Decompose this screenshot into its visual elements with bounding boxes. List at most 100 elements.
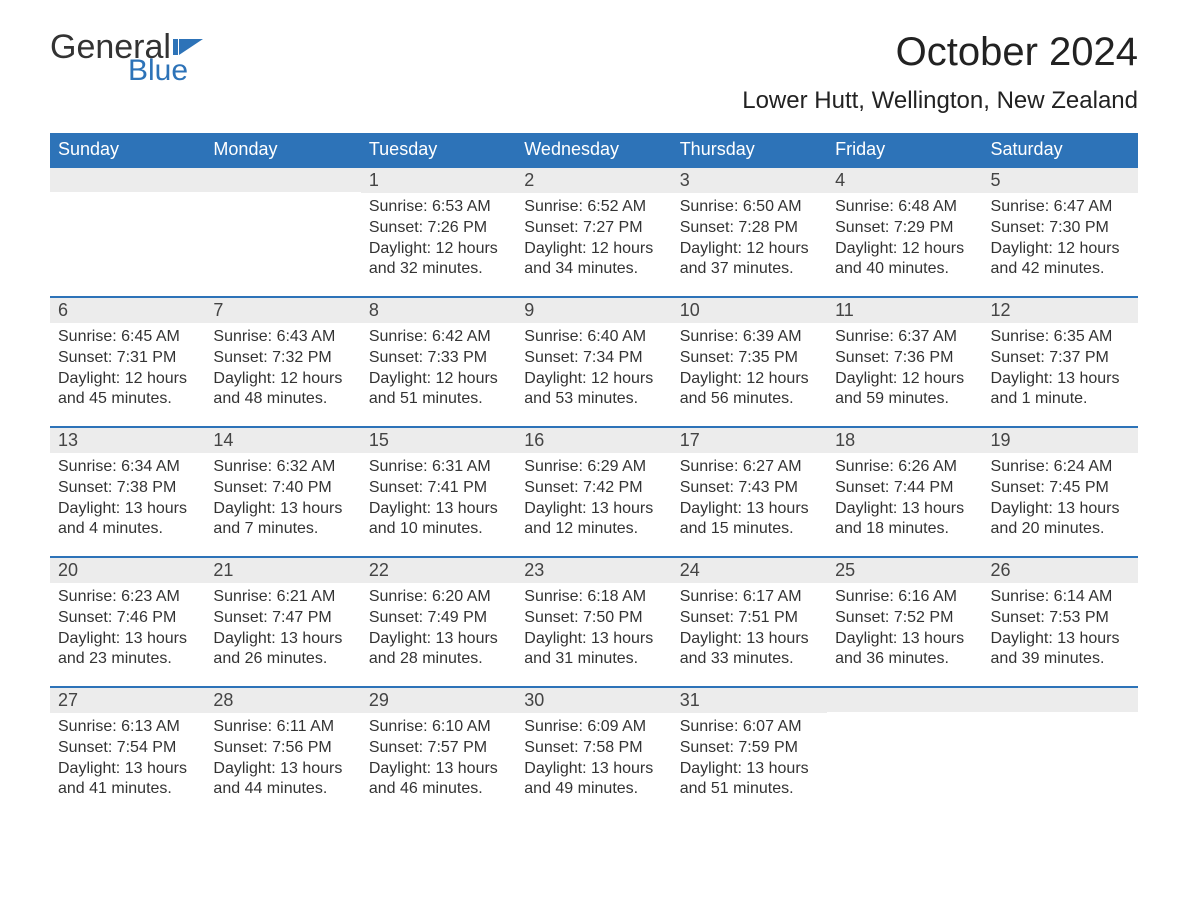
day-dl2: and 23 minutes.: [58, 649, 197, 670]
day-dl1: Daylight: 12 hours: [524, 369, 663, 390]
day-dl1: Daylight: 13 hours: [680, 759, 819, 780]
day-body: Sunrise: 6:14 AMSunset: 7:53 PMDaylight:…: [983, 583, 1138, 678]
day-dl2: and 12 minutes.: [524, 519, 663, 540]
day-sunset: Sunset: 7:43 PM: [680, 478, 819, 499]
day-body: Sunrise: 6:23 AMSunset: 7:46 PMDaylight:…: [50, 583, 205, 678]
day-header: Sunday: [50, 133, 205, 166]
day-dl1: Daylight: 12 hours: [680, 239, 819, 260]
calendar-week: 20Sunrise: 6:23 AMSunset: 7:46 PMDayligh…: [50, 556, 1138, 686]
day-sunrise: Sunrise: 6:07 AM: [680, 717, 819, 738]
calendar-cell: 23Sunrise: 6:18 AMSunset: 7:50 PMDayligh…: [516, 556, 671, 686]
calendar-cell: 27Sunrise: 6:13 AMSunset: 7:54 PMDayligh…: [50, 686, 205, 816]
day-dl1: Daylight: 13 hours: [835, 499, 974, 520]
day-number: 13: [50, 426, 205, 453]
day-sunset: Sunset: 7:30 PM: [991, 218, 1130, 239]
day-sunset: Sunset: 7:31 PM: [58, 348, 197, 369]
day-dl2: and 46 minutes.: [369, 779, 508, 800]
day-body: Sunrise: 6:18 AMSunset: 7:50 PMDaylight:…: [516, 583, 671, 678]
day-number: 2: [516, 166, 671, 193]
day-number: 21: [205, 556, 360, 583]
day-dl1: Daylight: 13 hours: [991, 369, 1130, 390]
day-sunrise: Sunrise: 6:40 AM: [524, 327, 663, 348]
day-sunrise: Sunrise: 6:29 AM: [524, 457, 663, 478]
day-body: Sunrise: 6:16 AMSunset: 7:52 PMDaylight:…: [827, 583, 982, 678]
day-body: Sunrise: 6:32 AMSunset: 7:40 PMDaylight:…: [205, 453, 360, 548]
day-dl2: and 36 minutes.: [835, 649, 974, 670]
day-sunrise: Sunrise: 6:17 AM: [680, 587, 819, 608]
day-dl2: and 39 minutes.: [991, 649, 1130, 670]
day-dl2: and 40 minutes.: [835, 259, 974, 280]
day-sunset: Sunset: 7:53 PM: [991, 608, 1130, 629]
day-sunset: Sunset: 7:56 PM: [213, 738, 352, 759]
day-sunrise: Sunrise: 6:32 AM: [213, 457, 352, 478]
calendar-cell: 22Sunrise: 6:20 AMSunset: 7:49 PMDayligh…: [361, 556, 516, 686]
day-dl2: and 34 minutes.: [524, 259, 663, 280]
day-dl1: Daylight: 12 hours: [369, 369, 508, 390]
day-sunrise: Sunrise: 6:26 AM: [835, 457, 974, 478]
calendar-week: 6Sunrise: 6:45 AMSunset: 7:31 PMDaylight…: [50, 296, 1138, 426]
day-sunrise: Sunrise: 6:18 AM: [524, 587, 663, 608]
day-dl2: and 28 minutes.: [369, 649, 508, 670]
day-sunrise: Sunrise: 6:31 AM: [369, 457, 508, 478]
calendar-cell: 26Sunrise: 6:14 AMSunset: 7:53 PMDayligh…: [983, 556, 1138, 686]
day-number: 3: [672, 166, 827, 193]
calendar-cell: 9Sunrise: 6:40 AMSunset: 7:34 PMDaylight…: [516, 296, 671, 426]
calendar-cell: 11Sunrise: 6:37 AMSunset: 7:36 PMDayligh…: [827, 296, 982, 426]
calendar-cell: 10Sunrise: 6:39 AMSunset: 7:35 PMDayligh…: [672, 296, 827, 426]
day-number: 9: [516, 296, 671, 323]
day-dl1: Daylight: 13 hours: [680, 629, 819, 650]
calendar-cell: 29Sunrise: 6:10 AMSunset: 7:57 PMDayligh…: [361, 686, 516, 816]
empty-daynum-bar: [205, 166, 360, 192]
day-header: Thursday: [672, 133, 827, 166]
day-number: 15: [361, 426, 516, 453]
day-dl2: and 37 minutes.: [680, 259, 819, 280]
calendar-cell: 8Sunrise: 6:42 AMSunset: 7:33 PMDaylight…: [361, 296, 516, 426]
day-number: 29: [361, 686, 516, 713]
day-dl2: and 48 minutes.: [213, 389, 352, 410]
day-dl2: and 42 minutes.: [991, 259, 1130, 280]
day-sunset: Sunset: 7:47 PM: [213, 608, 352, 629]
day-body: Sunrise: 6:52 AMSunset: 7:27 PMDaylight:…: [516, 193, 671, 288]
day-dl1: Daylight: 12 hours: [680, 369, 819, 390]
day-sunrise: Sunrise: 6:16 AM: [835, 587, 974, 608]
day-body: Sunrise: 6:43 AMSunset: 7:32 PMDaylight:…: [205, 323, 360, 418]
day-sunrise: Sunrise: 6:52 AM: [524, 197, 663, 218]
day-sunrise: Sunrise: 6:37 AM: [835, 327, 974, 348]
day-header-row: SundayMondayTuesdayWednesdayThursdayFrid…: [50, 133, 1138, 166]
day-body: Sunrise: 6:07 AMSunset: 7:59 PMDaylight:…: [672, 713, 827, 808]
day-number: 27: [50, 686, 205, 713]
day-dl2: and 51 minutes.: [369, 389, 508, 410]
day-body: Sunrise: 6:13 AMSunset: 7:54 PMDaylight:…: [50, 713, 205, 808]
calendar-cell: [50, 166, 205, 296]
day-number: 24: [672, 556, 827, 583]
calendar-cell: 21Sunrise: 6:21 AMSunset: 7:47 PMDayligh…: [205, 556, 360, 686]
page-subtitle: Lower Hutt, Wellington, New Zealand: [742, 87, 1138, 115]
day-body: Sunrise: 6:34 AMSunset: 7:38 PMDaylight:…: [50, 453, 205, 548]
day-sunrise: Sunrise: 6:23 AM: [58, 587, 197, 608]
day-sunset: Sunset: 7:50 PM: [524, 608, 663, 629]
day-dl1: Daylight: 12 hours: [369, 239, 508, 260]
day-dl2: and 49 minutes.: [524, 779, 663, 800]
page-header: General Blue October 2024 Lower Hutt, We…: [50, 30, 1138, 115]
day-number: 12: [983, 296, 1138, 323]
calendar-cell: 6Sunrise: 6:45 AMSunset: 7:31 PMDaylight…: [50, 296, 205, 426]
day-header: Saturday: [983, 133, 1138, 166]
day-number: 31: [672, 686, 827, 713]
day-number: 26: [983, 556, 1138, 583]
day-dl2: and 1 minute.: [991, 389, 1130, 410]
day-dl1: Daylight: 13 hours: [835, 629, 974, 650]
day-body: Sunrise: 6:35 AMSunset: 7:37 PMDaylight:…: [983, 323, 1138, 418]
day-sunset: Sunset: 7:46 PM: [58, 608, 197, 629]
day-sunset: Sunset: 7:38 PM: [58, 478, 197, 499]
calendar-cell: 13Sunrise: 6:34 AMSunset: 7:38 PMDayligh…: [50, 426, 205, 556]
calendar-cell: 3Sunrise: 6:50 AMSunset: 7:28 PMDaylight…: [672, 166, 827, 296]
calendar-cell: [205, 166, 360, 296]
day-body: Sunrise: 6:50 AMSunset: 7:28 PMDaylight:…: [672, 193, 827, 288]
logo: General Blue: [50, 30, 205, 86]
day-body: Sunrise: 6:40 AMSunset: 7:34 PMDaylight:…: [516, 323, 671, 418]
day-dl2: and 56 minutes.: [680, 389, 819, 410]
day-sunrise: Sunrise: 6:35 AM: [991, 327, 1130, 348]
day-body: Sunrise: 6:37 AMSunset: 7:36 PMDaylight:…: [827, 323, 982, 418]
calendar-cell: 1Sunrise: 6:53 AMSunset: 7:26 PMDaylight…: [361, 166, 516, 296]
day-sunset: Sunset: 7:34 PM: [524, 348, 663, 369]
